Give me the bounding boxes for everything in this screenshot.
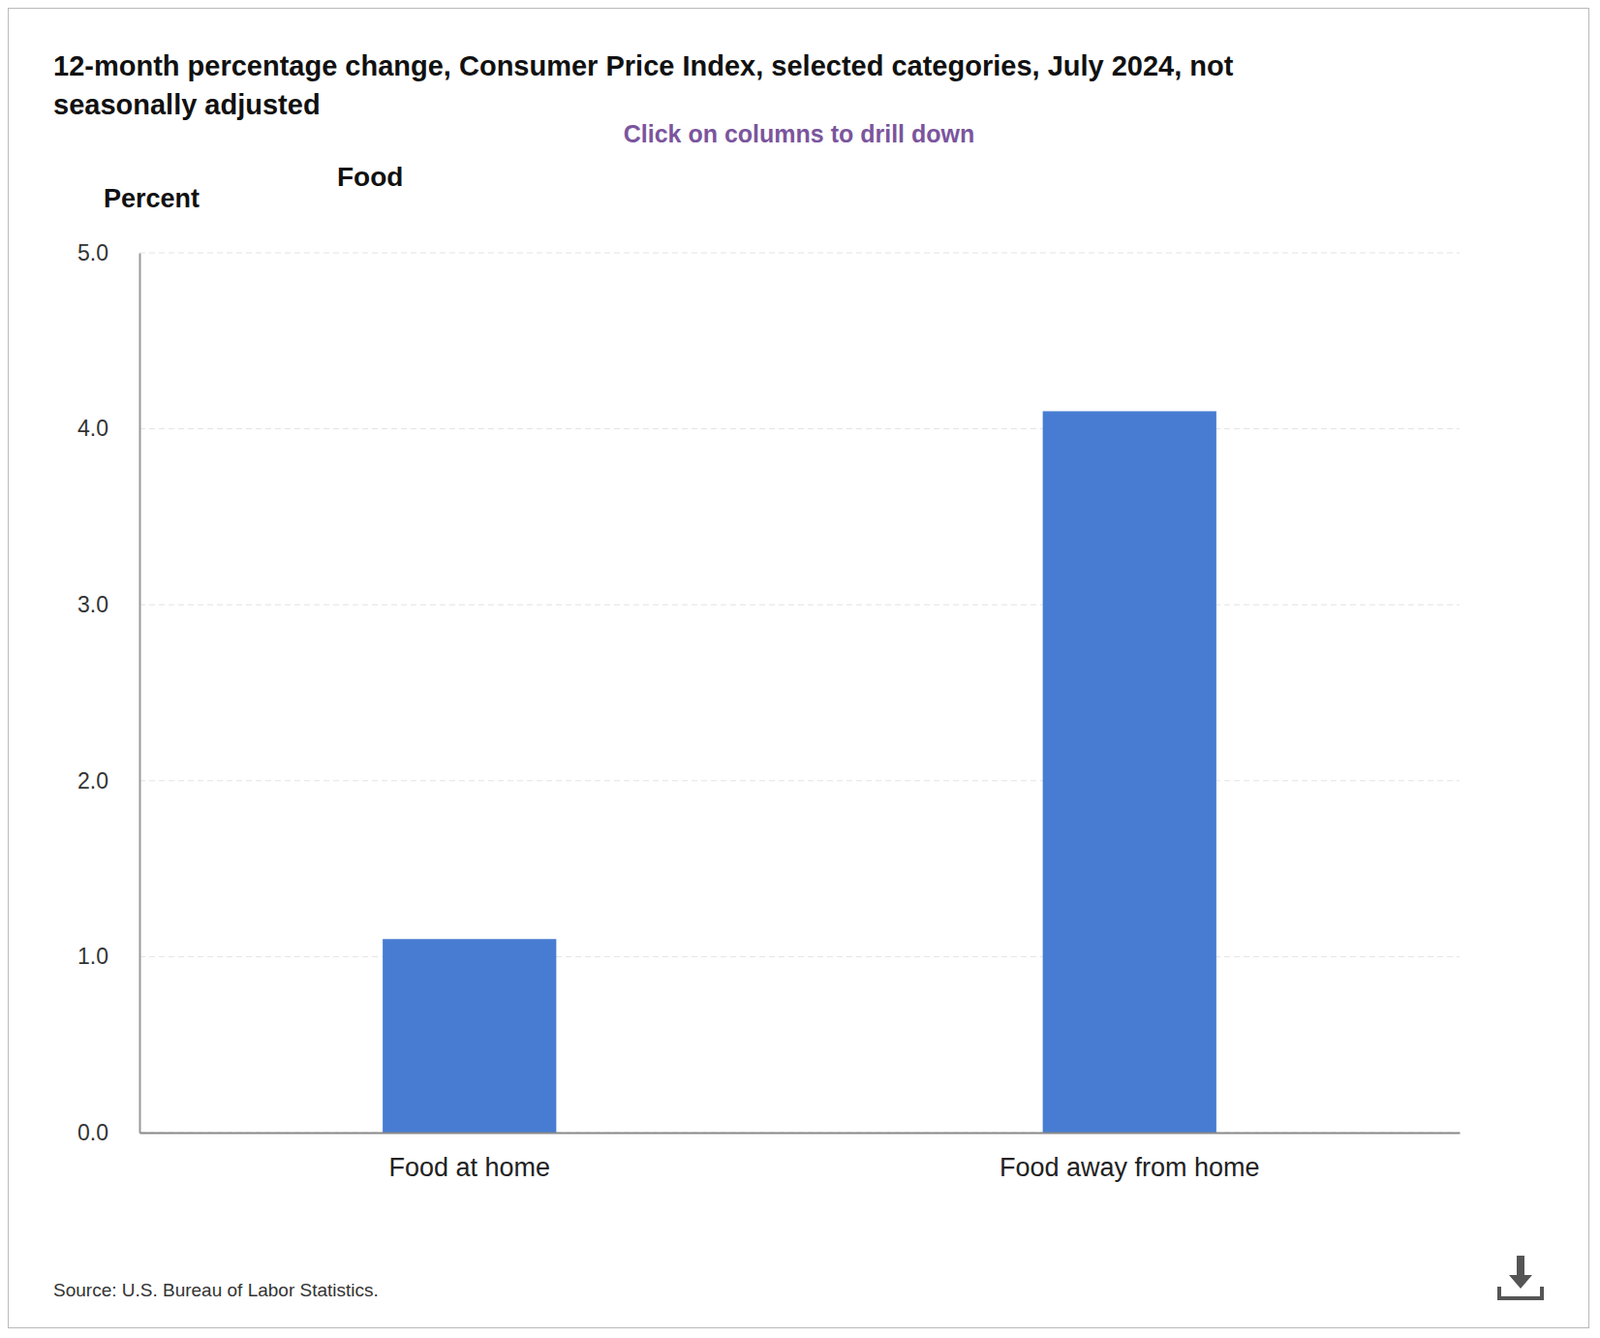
grid-line	[139, 1132, 1460, 1134]
y-tick: 5.0	[77, 240, 140, 266]
chart-frame	[7, 7, 1590, 1328]
y-tick: 3.0	[77, 591, 140, 617]
download-arrow[interactable]	[1508, 1255, 1533, 1289]
x-tick-label: Food away from home	[999, 1152, 1261, 1182]
source-note: Source: U.S. Bureau of Labor Statistics.	[53, 1279, 379, 1300]
download-tray[interactable]	[1499, 1286, 1542, 1298]
x-tick: Food at home	[388, 1132, 551, 1182]
breadcrumb: Food	[337, 161, 403, 192]
grid-line	[139, 779, 1460, 781]
y-axis-title: Percent	[103, 184, 200, 214]
download-icon[interactable]	[1499, 1255, 1542, 1298]
y-tick: 4.0	[77, 415, 140, 441]
grid	[139, 252, 1460, 1133]
grid-line	[139, 604, 1460, 606]
subtitle: Click on columns to drill down	[623, 120, 976, 148]
x-axis: Food at home Food away from home	[140, 1132, 1461, 1182]
chart-svg: 0.0 1.0 2.0 3.0 4.0 5.0 Food at home Food away …	[0, 0, 1600, 1338]
x-tick-label: Food at home	[388, 1152, 551, 1182]
grid-line	[139, 955, 1460, 957]
x-tick: Food away from home	[999, 1132, 1261, 1182]
y-tick-label: 0.0	[77, 1119, 109, 1145]
y-tick-label: 1.0	[77, 943, 109, 969]
y-axis-line	[139, 253, 142, 1134]
y-tick-label: 5.0	[77, 240, 109, 266]
y-tick: 2.0	[77, 768, 140, 794]
y-axis: 0.0 1.0 2.0 3.0 4.0 5.0	[77, 240, 140, 1145]
y-tick: 1.0	[77, 943, 140, 969]
chart-title: 12-month percentage change, Consumer Pri…	[53, 46, 1371, 124]
y-tick: 0.0	[77, 1119, 140, 1145]
bar[interactable]	[1043, 410, 1217, 1133]
grid-line	[139, 252, 1460, 254]
x-axis-line	[140, 1132, 1461, 1135]
y-tick-label: 2.0	[77, 768, 109, 794]
bar[interactable]	[382, 938, 556, 1133]
grid-line	[139, 428, 1460, 430]
bars	[382, 410, 1217, 1133]
y-tick-label: 4.0	[77, 415, 109, 441]
y-tick-label: 3.0	[77, 591, 109, 617]
